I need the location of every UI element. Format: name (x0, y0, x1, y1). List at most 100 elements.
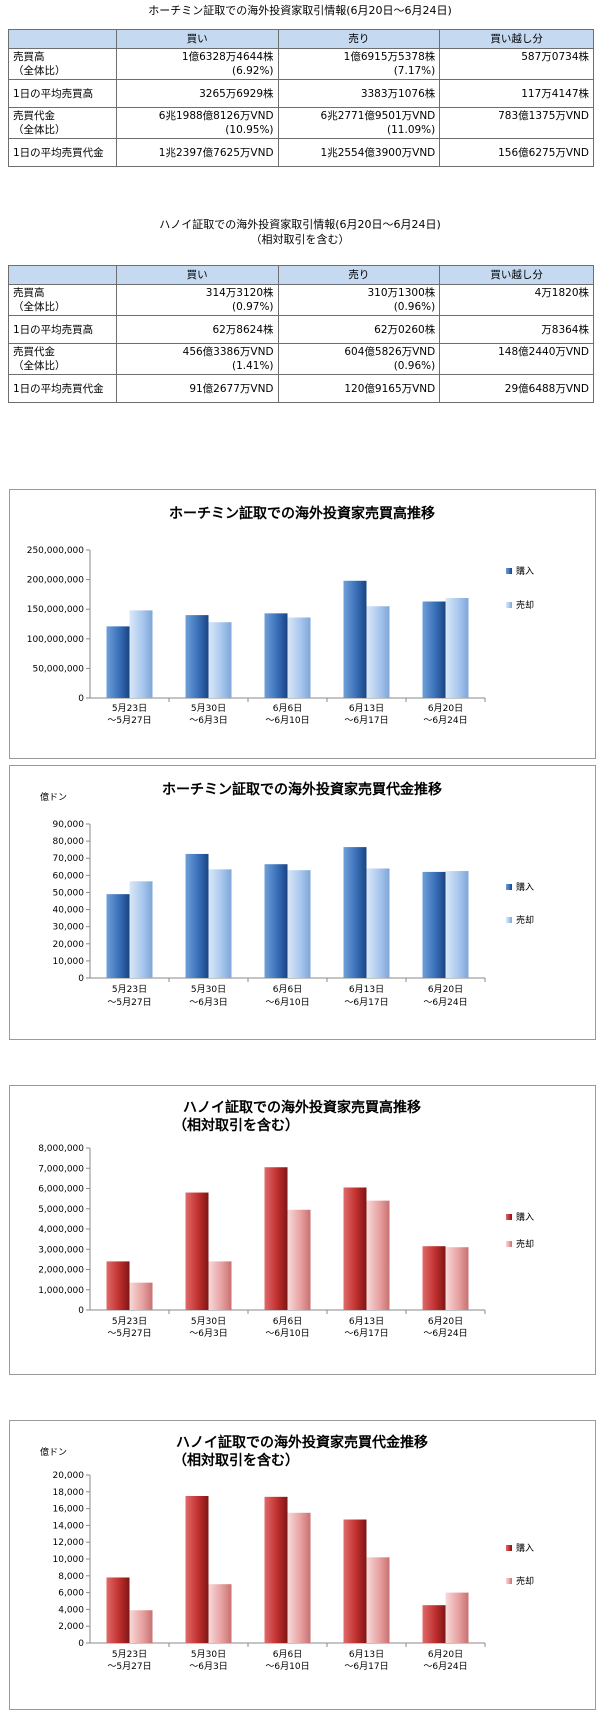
x-tick-label: 5月23日 (112, 703, 147, 714)
hcm-volume-chart-svg: ホーチミン証取での海外投資家売買高推移 0 50,000,000 100,000,00… (27, 505, 534, 726)
bar-sell (129, 1282, 153, 1310)
x-tick-label: ～6月10日 (265, 997, 309, 1008)
table-row: 売買代金 （全体比） 6兆1988億8126万VND (10.95%) 6兆2771… (8, 107, 594, 139)
bar-buy (264, 864, 288, 978)
bar-sell (287, 870, 311, 978)
hcm-table-title: ホーチミン証取での海外投資家取引情報(6月20日～6月24日) (148, 4, 452, 17)
row-label: 売買代金 （全体比） (8, 107, 117, 139)
y-tick-label: 10,000 (53, 1555, 85, 1565)
chart-title: ハノイ証取での海外投資家売買高推移 (183, 1099, 421, 1116)
legend-label: 売却 (516, 914, 534, 926)
net-cell: 117万4147株 (439, 79, 594, 108)
sell-cell: 604億5826万VND (0.96%) (277, 343, 441, 375)
y-tick-label: 70,000 (53, 854, 85, 864)
y-tick-label: 3,000,000 (38, 1245, 84, 1255)
sell-cell: 120億9165万VND (277, 374, 441, 403)
bar-sell (445, 1592, 469, 1643)
header-cell (8, 29, 117, 49)
bar-sell (129, 610, 153, 698)
y-tick-label: 12,000 (53, 1538, 85, 1548)
x-tick-label: 6月13日 (349, 1316, 384, 1327)
x-tick-label: 6月20日 (428, 703, 463, 714)
table-row: 1日の平均売買代金 1兆2397億7625万VND 1兆2554億3900万VN… (8, 138, 594, 167)
table-row: 売買代金 （全体比） 456億3386万VND (1.41%) 604億5826万V… (8, 343, 594, 375)
y-tick-label: 16,000 (53, 1505, 85, 1515)
table-header-row: 買い 売り 買い越し分 (8, 29, 594, 49)
bar-buy (343, 847, 367, 978)
bar-buy (422, 1246, 446, 1310)
y-tick-label: 14,000 (53, 1521, 85, 1531)
bar-buy (422, 871, 446, 978)
header-cell (8, 265, 117, 285)
bar-buy (185, 853, 209, 978)
x-tick-label: ～6月17日 (344, 997, 388, 1008)
sell-cell: 1兆2554億3900万VND (277, 138, 441, 167)
hn-table-title: ハノイ証取での海外投資家取引情報(6月20日～6月24日) (159, 218, 441, 231)
bar-buy (343, 580, 367, 698)
bar-sell (366, 1200, 390, 1310)
y-tick-label: 6,000 (58, 1589, 84, 1599)
legend-swatch (506, 1545, 512, 1551)
x-tick-label: ～6月3日 (189, 1328, 227, 1339)
hn-volume-chart-svg: ハノイ証取での海外投資家売買高推移（相対取引を含む） 0 1,000,000 2,00… (38, 1099, 534, 1339)
bar-sell (208, 1261, 232, 1310)
y-tick-label: 0 (78, 694, 84, 704)
buy-cell: 1億6328万4644株 (6.92%) (115, 48, 279, 80)
x-tick-label: 5月23日 (112, 984, 147, 995)
x-tick-label: 5月30日 (191, 984, 226, 995)
y-tick-label: 4,000 (58, 1605, 84, 1615)
chart-title: ホーチミン証取での海外投資家売買代金推移 (162, 781, 442, 798)
hn-table-subtitle: （相対取引を含む） (250, 233, 350, 246)
legend-swatch (506, 602, 512, 608)
net-cell: 4万1820株 (439, 284, 594, 316)
bar-buy (343, 1187, 367, 1310)
y-tick-label: 4,000,000 (38, 1225, 84, 1235)
bar-buy (106, 626, 130, 698)
bar-sell (129, 1610, 153, 1643)
legend-swatch (506, 884, 512, 890)
x-tick-label: ～6月10日 (265, 1661, 309, 1672)
y-tick-label: 2,000,000 (38, 1266, 84, 1276)
y-tick-label: 20,000 (53, 940, 85, 950)
x-tick-label: 6月13日 (349, 703, 384, 714)
y-tick-label: 2,000 (58, 1622, 84, 1632)
x-tick-label: 5月23日 (112, 1649, 147, 1660)
table-header-row: 買い 売り 買い越し分 (8, 265, 594, 285)
buy-cell: 91億2677万VND (115, 374, 279, 403)
x-tick-label: 6月6日 (273, 703, 302, 714)
hcm-trading-table: 買い 売り 買い越し分 売買高 （全体比） 1億6328万4644株 (6.92%)… (8, 29, 594, 167)
legend-label: 購入 (516, 1211, 534, 1223)
y-tick-label: 5,000,000 (38, 1205, 84, 1215)
x-tick-label: 6月20日 (428, 1649, 463, 1660)
net-cell: 148億2440万VND (439, 343, 594, 375)
x-tick-label: 6月6日 (273, 984, 302, 995)
bar-buy (185, 1192, 209, 1310)
table-row: 1日の平均売買高 3265万6929株 3383万1076株 117万4147株 (8, 79, 594, 108)
hn-value-chart-svg: ハノイ証取での海外投資家売買代金推移（相対取引を含む） 億ドン 0 2,000 4,00… (40, 1434, 534, 1672)
y-tick-label: 40,000 (53, 906, 85, 916)
chart-title: ホーチミン証取での海外投資家売買高推移 (169, 505, 435, 522)
bar-sell (445, 597, 469, 698)
y-tick-label: 8,000 (58, 1572, 84, 1582)
legend-label: 購入 (516, 565, 534, 577)
y-tick-label: 0 (78, 1639, 84, 1649)
sell-cell: 3383万1076株 (277, 79, 441, 108)
table-row: 1日の平均売買高 62万8624株 62万0260株 万8364株 (8, 315, 594, 344)
row-label: 1日の平均売買代金 (8, 138, 117, 167)
legend-label: 売却 (516, 1238, 534, 1250)
bar-sell (287, 617, 311, 698)
sell-cell: 6兆2771億9501万VND (11.09%) (277, 107, 441, 139)
x-tick-label: 6月20日 (428, 984, 463, 995)
legend-label: 売却 (516, 1575, 534, 1587)
x-tick-label: ～6月24日 (423, 715, 467, 726)
x-tick-label: ～5月27日 (107, 1328, 151, 1339)
bar-sell (208, 869, 232, 978)
y-tick-label: 150,000,000 (27, 605, 85, 615)
hn-trading-table: 買い 売り 買い越し分 売買高 （全体比） 314万3120株 (0.97%) 31… (8, 265, 594, 403)
legend-label: 購入 (516, 1542, 534, 1554)
header-net-buy: 買い越し分 (439, 29, 594, 49)
y-tick-label: 18,000 (53, 1488, 85, 1498)
y-tick-label: 10,000 (53, 957, 85, 967)
bar-sell (208, 622, 232, 698)
